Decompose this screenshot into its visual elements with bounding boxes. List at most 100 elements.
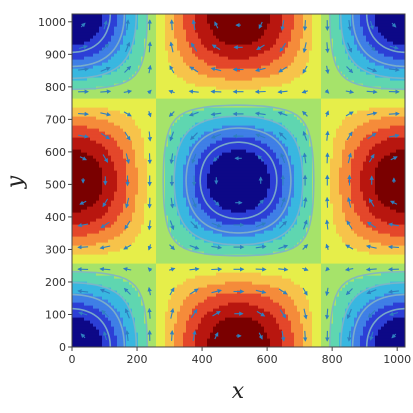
heatmap-cell <box>162 227 166 231</box>
heatmap-cell <box>126 194 130 198</box>
heatmap-cell <box>99 62 103 66</box>
heatmap-cell <box>87 182 91 186</box>
heatmap-cell <box>111 299 115 303</box>
heatmap-cell <box>87 35 91 39</box>
heatmap-cell <box>93 50 97 54</box>
heatmap-cell <box>141 314 145 318</box>
heatmap-cell <box>159 110 163 114</box>
heatmap-cell <box>84 329 88 333</box>
heatmap-cell <box>129 17 133 21</box>
heatmap-cell <box>156 296 160 300</box>
heatmap-cell <box>72 80 76 84</box>
heatmap-cell <box>72 125 76 129</box>
heatmap-cell <box>138 287 142 291</box>
heatmap-cell <box>156 110 160 114</box>
heatmap-cell <box>72 113 76 117</box>
heatmap-cell <box>78 110 82 114</box>
heatmap-cell <box>147 290 151 294</box>
heatmap-cell <box>78 296 82 300</box>
heatmap-cell <box>138 203 142 207</box>
heatmap-cell <box>141 239 145 243</box>
heatmap-cell <box>120 194 124 198</box>
heatmap-cell <box>78 14 82 18</box>
heatmap-cell <box>168 74 172 78</box>
heatmap-cell <box>129 164 133 168</box>
heatmap-cell <box>120 293 124 297</box>
heatmap-cell <box>168 164 172 168</box>
heatmap-cell <box>144 125 148 129</box>
heatmap-cell <box>72 203 76 207</box>
heatmap-cell <box>111 62 115 66</box>
heatmap-cell <box>114 170 118 174</box>
heatmap-cell <box>90 131 94 135</box>
heatmap-cell <box>90 278 94 282</box>
heatmap-cell <box>96 35 100 39</box>
heatmap-cell <box>138 260 142 264</box>
heatmap-cell <box>150 110 154 114</box>
heatmap-cell <box>114 98 118 102</box>
heatmap-cell <box>75 269 79 273</box>
heatmap-cell <box>111 56 115 60</box>
heatmap-cell <box>138 323 142 327</box>
heatmap-cell <box>153 263 157 267</box>
heatmap-cell <box>165 320 169 324</box>
heatmap-cell <box>165 302 169 306</box>
heatmap-cell <box>111 317 115 321</box>
heatmap-cell <box>111 227 115 231</box>
heatmap-cell <box>105 152 109 156</box>
heatmap-cell <box>102 158 106 162</box>
heatmap-cell <box>75 302 79 306</box>
heatmap-cell <box>96 260 100 264</box>
heatmap-cell <box>72 206 76 210</box>
heatmap-cell <box>108 218 112 222</box>
heatmap-cell <box>129 41 133 45</box>
heatmap-cell <box>153 254 157 258</box>
heatmap-cell <box>126 119 130 123</box>
heatmap-cell <box>168 56 172 60</box>
heatmap-cell <box>138 131 142 135</box>
heatmap-cell <box>90 308 94 312</box>
heatmap-cell <box>138 176 142 180</box>
heatmap-cell <box>153 119 157 123</box>
heatmap-cell <box>132 221 136 225</box>
heatmap-cell <box>168 122 172 126</box>
heatmap-cell <box>159 296 163 300</box>
heatmap-cell <box>78 59 82 63</box>
heatmap-cell <box>129 248 133 252</box>
heatmap-cell <box>114 95 118 99</box>
heatmap-cell <box>90 329 94 333</box>
heatmap-cell <box>123 197 127 201</box>
heatmap-cell <box>102 239 106 243</box>
heatmap-cell <box>102 191 106 195</box>
heatmap-cell <box>84 272 88 276</box>
heatmap-cell <box>159 98 163 102</box>
heatmap-cell <box>108 152 112 156</box>
heatmap-cell <box>105 254 109 258</box>
heatmap-cell <box>78 107 82 111</box>
heatmap-cell <box>75 110 79 114</box>
heatmap-cell <box>93 128 97 132</box>
heatmap-cell <box>159 56 163 60</box>
heatmap-cell <box>81 122 85 126</box>
heatmap-cell <box>105 209 109 213</box>
heatmap-cell <box>81 227 85 231</box>
heatmap-cell <box>156 176 160 180</box>
heatmap-cell <box>165 158 169 162</box>
heatmap-cell <box>96 332 100 336</box>
heatmap-cell <box>99 131 103 135</box>
heatmap-cell <box>138 242 142 246</box>
heatmap-cell <box>150 50 154 54</box>
heatmap-cell <box>138 146 142 150</box>
heatmap-cell <box>168 167 172 171</box>
heatmap-cell <box>144 89 148 93</box>
heatmap-cell <box>156 80 160 84</box>
heatmap-cell <box>144 158 148 162</box>
heatmap-cell <box>147 191 151 195</box>
heatmap-cell <box>156 278 160 282</box>
heatmap-cell <box>147 179 151 183</box>
heatmap-cell <box>147 221 151 225</box>
heatmap-cell <box>168 260 172 264</box>
heatmap-cell <box>156 335 160 339</box>
heatmap-cell <box>90 125 94 129</box>
heatmap-cell <box>120 20 124 24</box>
